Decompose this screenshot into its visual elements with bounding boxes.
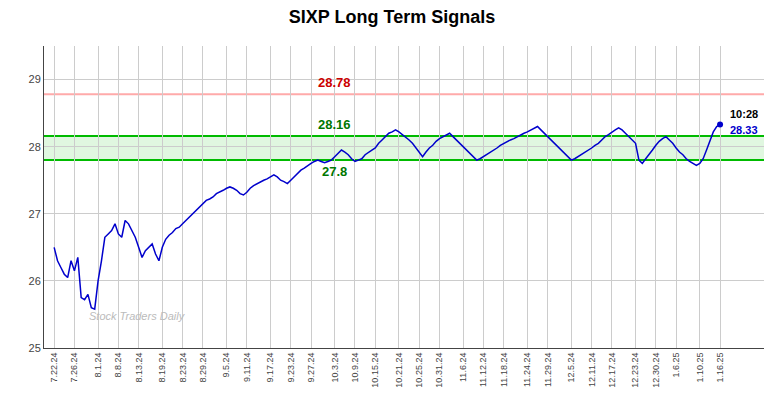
svg-text:8.13.24: 8.13.24 xyxy=(134,353,144,383)
svg-text:1.6.25: 1.6.25 xyxy=(671,353,681,378)
svg-text:1.10.25: 1.10.25 xyxy=(695,353,705,383)
svg-text:29: 29 xyxy=(29,73,41,85)
svg-text:28.78: 28.78 xyxy=(318,75,351,90)
svg-text:11.29.24: 11.29.24 xyxy=(543,353,553,387)
svg-text:11.18.24: 11.18.24 xyxy=(499,353,509,387)
svg-text:SIXP Long Term Signals: SIXP Long Term Signals xyxy=(289,7,495,27)
svg-text:1.16.25: 1.16.25 xyxy=(715,353,725,383)
svg-text:28: 28 xyxy=(29,141,41,153)
svg-text:9.17.24: 9.17.24 xyxy=(265,353,275,383)
svg-text:7.22.24: 7.22.24 xyxy=(49,353,59,383)
svg-text:28.33: 28.33 xyxy=(730,124,758,136)
svg-text:12.23.24: 12.23.24 xyxy=(630,353,640,388)
svg-text:25: 25 xyxy=(29,342,41,354)
svg-text:11.24.24: 11.24.24 xyxy=(522,353,532,387)
svg-text:9.23.24: 9.23.24 xyxy=(286,353,296,383)
svg-text:9.27.24: 9.27.24 xyxy=(306,353,316,383)
svg-text:8.1.24: 8.1.24 xyxy=(93,353,103,378)
svg-text:28.16: 28.16 xyxy=(318,117,351,132)
svg-text:10.21.24: 10.21.24 xyxy=(394,353,404,388)
svg-text:10.3.24: 10.3.24 xyxy=(330,353,340,383)
svg-text:11.12.24: 11.12.24 xyxy=(478,353,488,387)
svg-text:12.5.24: 12.5.24 xyxy=(566,353,576,383)
svg-text:10:28: 10:28 xyxy=(730,108,758,120)
svg-text:8.8.24: 8.8.24 xyxy=(113,353,123,378)
svg-text:10.15.24: 10.15.24 xyxy=(370,353,380,388)
svg-text:10.31.24: 10.31.24 xyxy=(434,353,444,388)
svg-text:12.30.24: 12.30.24 xyxy=(651,353,661,388)
svg-text:10.25.24: 10.25.24 xyxy=(414,353,424,388)
svg-text:26: 26 xyxy=(29,275,41,287)
svg-text:27: 27 xyxy=(29,208,41,220)
svg-text:7.26.24: 7.26.24 xyxy=(69,353,79,383)
svg-text:8.29.24: 8.29.24 xyxy=(198,353,208,383)
svg-text:9.5.24: 9.5.24 xyxy=(221,353,231,378)
svg-text:10.9.24: 10.9.24 xyxy=(350,353,360,383)
svg-text:8.23.24: 8.23.24 xyxy=(178,353,188,383)
svg-text:8.19.24: 8.19.24 xyxy=(157,353,167,383)
svg-text:27.8: 27.8 xyxy=(322,164,347,179)
svg-text:12.11.24: 12.11.24 xyxy=(587,353,597,387)
svg-text:11.6.24: 11.6.24 xyxy=(458,353,468,382)
svg-text:9.11.24: 9.11.24 xyxy=(242,353,252,382)
svg-text:12.17.24: 12.17.24 xyxy=(607,353,617,388)
svg-text:Stock Traders Daily: Stock Traders Daily xyxy=(89,310,186,322)
